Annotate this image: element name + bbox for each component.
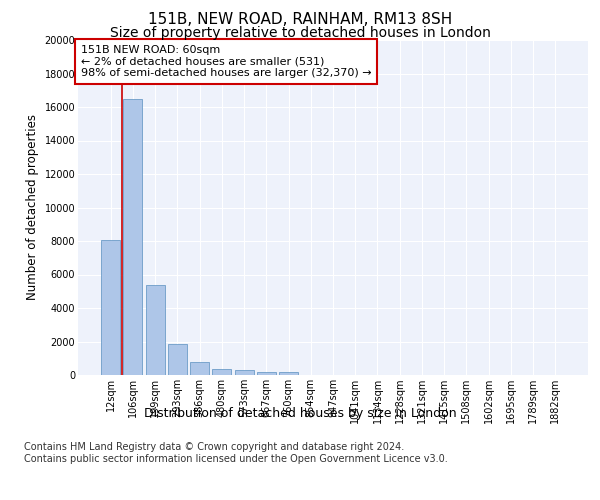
Y-axis label: Number of detached properties: Number of detached properties — [26, 114, 39, 300]
Text: 151B NEW ROAD: 60sqm
← 2% of detached houses are smaller (531)
98% of semi-detac: 151B NEW ROAD: 60sqm ← 2% of detached ho… — [80, 45, 371, 78]
Bar — [212, 369, 231, 375]
Bar — [190, 362, 209, 375]
Text: Contains HM Land Registry data © Crown copyright and database right 2024.
Contai: Contains HM Land Registry data © Crown c… — [24, 442, 448, 464]
Bar — [168, 344, 187, 375]
Bar — [124, 98, 142, 375]
Bar — [101, 240, 120, 375]
Text: Distribution of detached houses by size in London: Distribution of detached houses by size … — [143, 408, 457, 420]
Bar — [279, 372, 298, 375]
Bar — [146, 284, 164, 375]
Bar — [235, 370, 254, 375]
Text: 151B, NEW ROAD, RAINHAM, RM13 8SH: 151B, NEW ROAD, RAINHAM, RM13 8SH — [148, 12, 452, 28]
Bar — [257, 372, 276, 375]
Text: Size of property relative to detached houses in London: Size of property relative to detached ho… — [110, 26, 490, 40]
